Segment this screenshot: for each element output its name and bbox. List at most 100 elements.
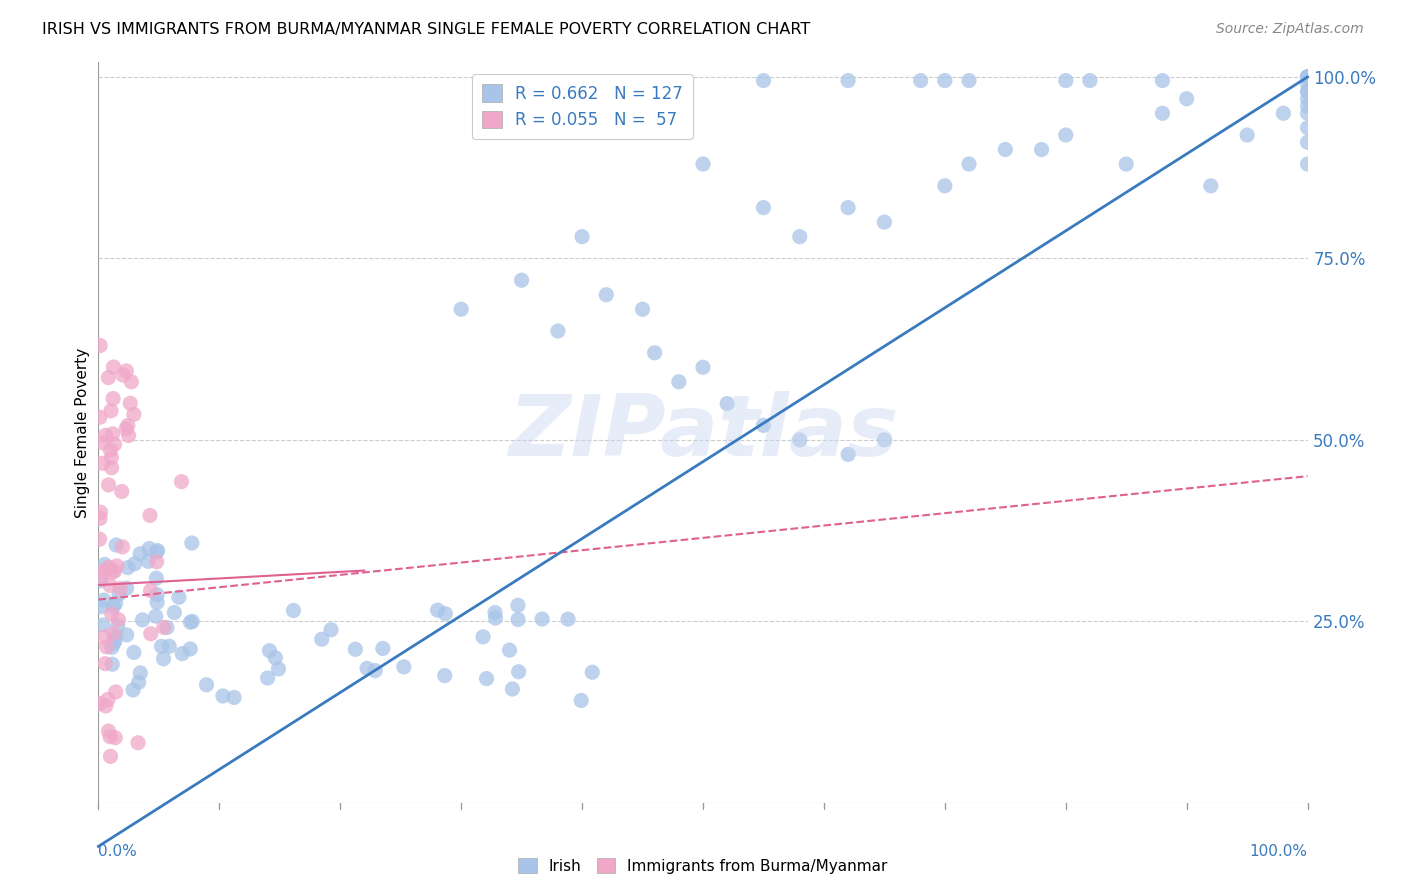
- Point: [181, 615, 204, 629]
- Point: [104, 731, 127, 745]
- Point: [129, 547, 152, 561]
- Point: [1115, 157, 1137, 171]
- Point: [146, 595, 169, 609]
- Point: [1296, 136, 1319, 150]
- Point: [89, 505, 111, 519]
- Point: [167, 591, 190, 605]
- Point: [1296, 70, 1319, 84]
- Point: [873, 433, 896, 447]
- Point: [122, 408, 145, 422]
- Point: [180, 536, 202, 550]
- Point: [91, 618, 114, 632]
- Point: [96, 640, 118, 654]
- Point: [139, 508, 162, 523]
- Point: [1236, 128, 1258, 142]
- Point: [122, 683, 145, 698]
- Point: [103, 359, 125, 374]
- Point: [117, 428, 139, 442]
- Point: [1296, 77, 1319, 91]
- Point: [1296, 70, 1319, 84]
- Point: [117, 418, 139, 433]
- Point: [110, 582, 132, 596]
- Point: [837, 447, 859, 461]
- Point: [1296, 70, 1319, 84]
- Point: [94, 698, 117, 713]
- Point: [264, 650, 287, 665]
- Point: [170, 475, 193, 489]
- Point: [873, 215, 896, 229]
- Point: [319, 623, 342, 637]
- Point: [994, 143, 1017, 157]
- Point: [103, 564, 125, 578]
- Point: [157, 640, 180, 654]
- Point: [127, 736, 149, 750]
- Point: [103, 636, 125, 650]
- Point: [957, 73, 980, 87]
- Point: [98, 730, 121, 744]
- Point: [433, 668, 456, 682]
- Point: [179, 642, 201, 657]
- Point: [506, 599, 529, 613]
- Point: [789, 433, 811, 447]
- Point: [136, 554, 159, 568]
- Point: [97, 692, 120, 706]
- Point: [752, 418, 775, 433]
- Point: [138, 541, 160, 556]
- Point: [1296, 99, 1319, 113]
- Point: [595, 287, 617, 301]
- Point: [1296, 70, 1319, 84]
- Point: [146, 588, 169, 602]
- Point: [668, 375, 690, 389]
- Point: [934, 73, 956, 87]
- Point: [98, 578, 121, 592]
- Point: [156, 621, 179, 635]
- Point: [89, 338, 111, 352]
- Point: [112, 368, 135, 383]
- Point: [506, 613, 529, 627]
- Point: [93, 593, 115, 607]
- Point: [104, 634, 127, 648]
- Text: Source: ZipAtlas.com: Source: ZipAtlas.com: [1216, 22, 1364, 37]
- Point: [104, 596, 127, 610]
- Point: [571, 229, 593, 244]
- Point: [150, 640, 173, 654]
- Point: [789, 229, 811, 244]
- Point: [100, 460, 122, 475]
- Text: IRISH VS IMMIGRANTS FROM BURMA/MYANMAR SINGLE FEMALE POVERTY CORRELATION CHART: IRISH VS IMMIGRANTS FROM BURMA/MYANMAR S…: [42, 22, 810, 37]
- Point: [93, 436, 115, 450]
- Point: [426, 603, 449, 617]
- Point: [101, 640, 124, 655]
- Point: [1296, 70, 1319, 84]
- Point: [692, 157, 714, 171]
- Point: [103, 437, 125, 451]
- Point: [1078, 73, 1101, 87]
- Point: [716, 396, 738, 410]
- Point: [97, 560, 120, 574]
- Point: [145, 609, 167, 624]
- Point: [256, 671, 278, 685]
- Point: [1296, 85, 1319, 99]
- Point: [93, 564, 115, 578]
- Point: [1296, 106, 1319, 120]
- Point: [1296, 70, 1319, 84]
- Point: [97, 724, 120, 739]
- Point: [89, 532, 111, 546]
- Point: [910, 73, 932, 87]
- Point: [581, 665, 603, 680]
- Point: [752, 201, 775, 215]
- Point: [131, 613, 153, 627]
- Point: [344, 642, 367, 657]
- Point: [139, 583, 162, 598]
- Point: [1199, 178, 1222, 193]
- Point: [90, 599, 112, 614]
- Point: [557, 612, 579, 626]
- Point: [91, 456, 114, 470]
- Point: [152, 652, 174, 666]
- Point: [311, 632, 333, 647]
- Point: [145, 555, 167, 569]
- Point: [212, 689, 235, 703]
- Point: [547, 324, 569, 338]
- Point: [172, 647, 194, 661]
- Point: [163, 606, 186, 620]
- Point: [259, 643, 281, 657]
